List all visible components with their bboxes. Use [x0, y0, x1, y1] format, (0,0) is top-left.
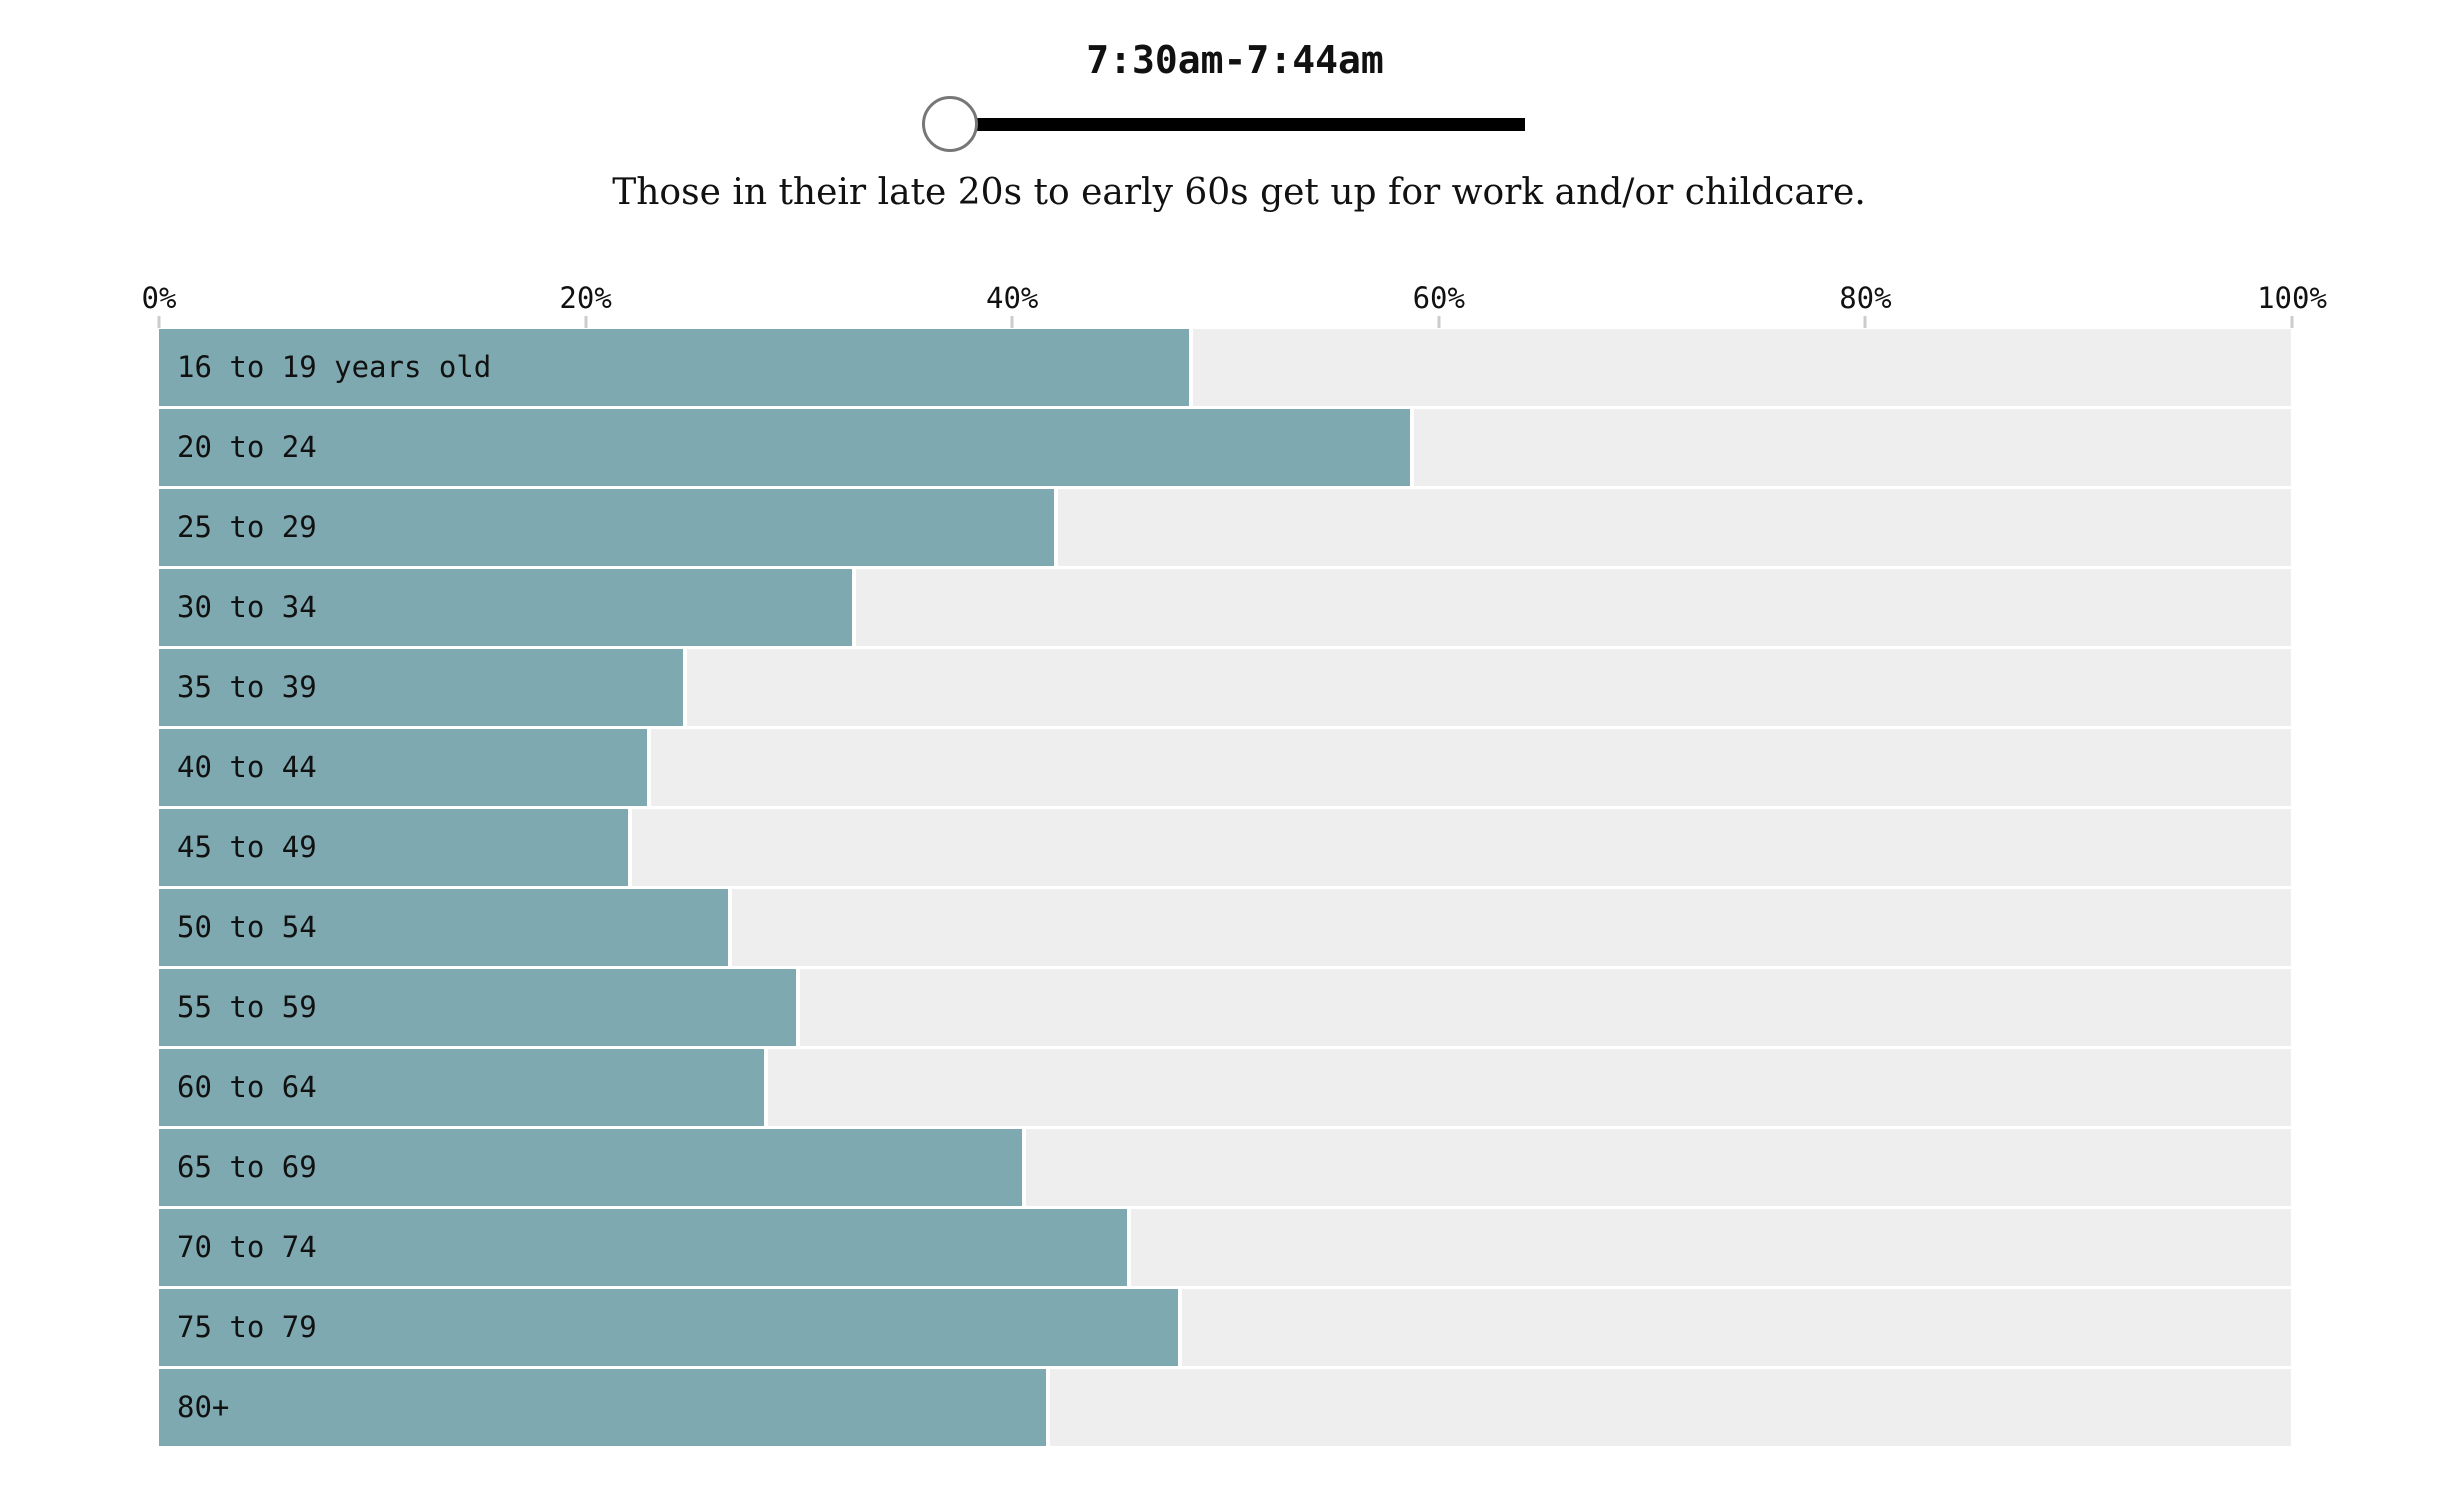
slider-track[interactable] [977, 118, 1525, 131]
bar-label: 30 to 34 [177, 590, 317, 624]
bar-row: 40 to 44 [159, 729, 2291, 806]
bar [159, 729, 652, 806]
bar-row: 35 to 39 [159, 649, 2291, 726]
bar [159, 489, 1059, 566]
bar-row: 50 to 54 [159, 889, 2291, 966]
chart-subtitle: Those in their late 20s to early 60s get… [612, 172, 1866, 213]
bar [159, 1129, 1027, 1206]
bar [159, 569, 856, 646]
bar-label: 25 to 29 [177, 510, 317, 544]
bar-row: 45 to 49 [159, 809, 2291, 886]
bar-label: 35 to 39 [177, 670, 317, 704]
bar-row: 25 to 29 [159, 489, 2291, 566]
bar-label: 50 to 54 [177, 910, 317, 944]
x-tick-mark [584, 316, 588, 328]
bar [159, 1049, 769, 1126]
bar-row: 70 to 74 [159, 1209, 2291, 1286]
bar [159, 1369, 1050, 1446]
time-range-label: 7:30am-7:44am [1086, 38, 1384, 82]
x-tick-mark [1437, 316, 1441, 328]
bar-row: 60 to 64 [159, 1049, 2291, 1126]
bar-row: 55 to 59 [159, 969, 2291, 1046]
bar-row: 75 to 79 [159, 1289, 2291, 1366]
x-tick-mark [1010, 316, 1014, 328]
x-axis-label: 80% [1839, 281, 1892, 315]
bar [159, 1289, 1183, 1366]
bar-label: 80+ [177, 1390, 230, 1424]
bar-label: 70 to 74 [177, 1230, 317, 1264]
bar [159, 809, 633, 886]
bar-label: 65 to 69 [177, 1150, 317, 1184]
bar [159, 649, 688, 726]
bar [159, 889, 733, 966]
bar-label: 20 to 24 [177, 430, 317, 464]
bar [159, 329, 1193, 406]
x-axis-label: 40% [985, 281, 1039, 315]
x-axis-label: 20% [559, 281, 612, 315]
bar-row: 80+ [159, 1369, 2291, 1446]
x-tick-mark [157, 316, 161, 328]
bar-chart: 16 to 19 years old 20 to 24 25 to 29 30 to … [159, 329, 2291, 1446]
x-tick-mark [2290, 316, 2294, 328]
x-tick-mark [1863, 316, 1867, 328]
bar-label: 45 to 49 [177, 830, 317, 864]
slider-handle-icon[interactable] [922, 96, 978, 152]
x-axis-label: 100% [2257, 281, 2327, 315]
x-axis: 0% 20% 40% 60% 80% 100% [142, 281, 2327, 329]
bar-row: 30 to 34 [159, 569, 2291, 646]
bar-label: 16 to 19 years old [177, 350, 492, 384]
bar-label: 55 to 59 [177, 990, 317, 1024]
bar [159, 409, 1415, 486]
bar [159, 1209, 1131, 1286]
x-axis-label: 0% [141, 281, 177, 315]
bar-row: 16 to 19 years old [159, 329, 2291, 406]
bar-label: 40 to 44 [177, 750, 317, 784]
bar-label: 75 to 79 [177, 1310, 317, 1344]
bar [159, 969, 801, 1046]
bar-row: 65 to 69 [159, 1129, 2291, 1206]
bar-label: 60 to 64 [177, 1070, 317, 1104]
bar-row: 20 to 24 [159, 409, 2291, 486]
x-axis-label: 60% [1412, 281, 1465, 315]
